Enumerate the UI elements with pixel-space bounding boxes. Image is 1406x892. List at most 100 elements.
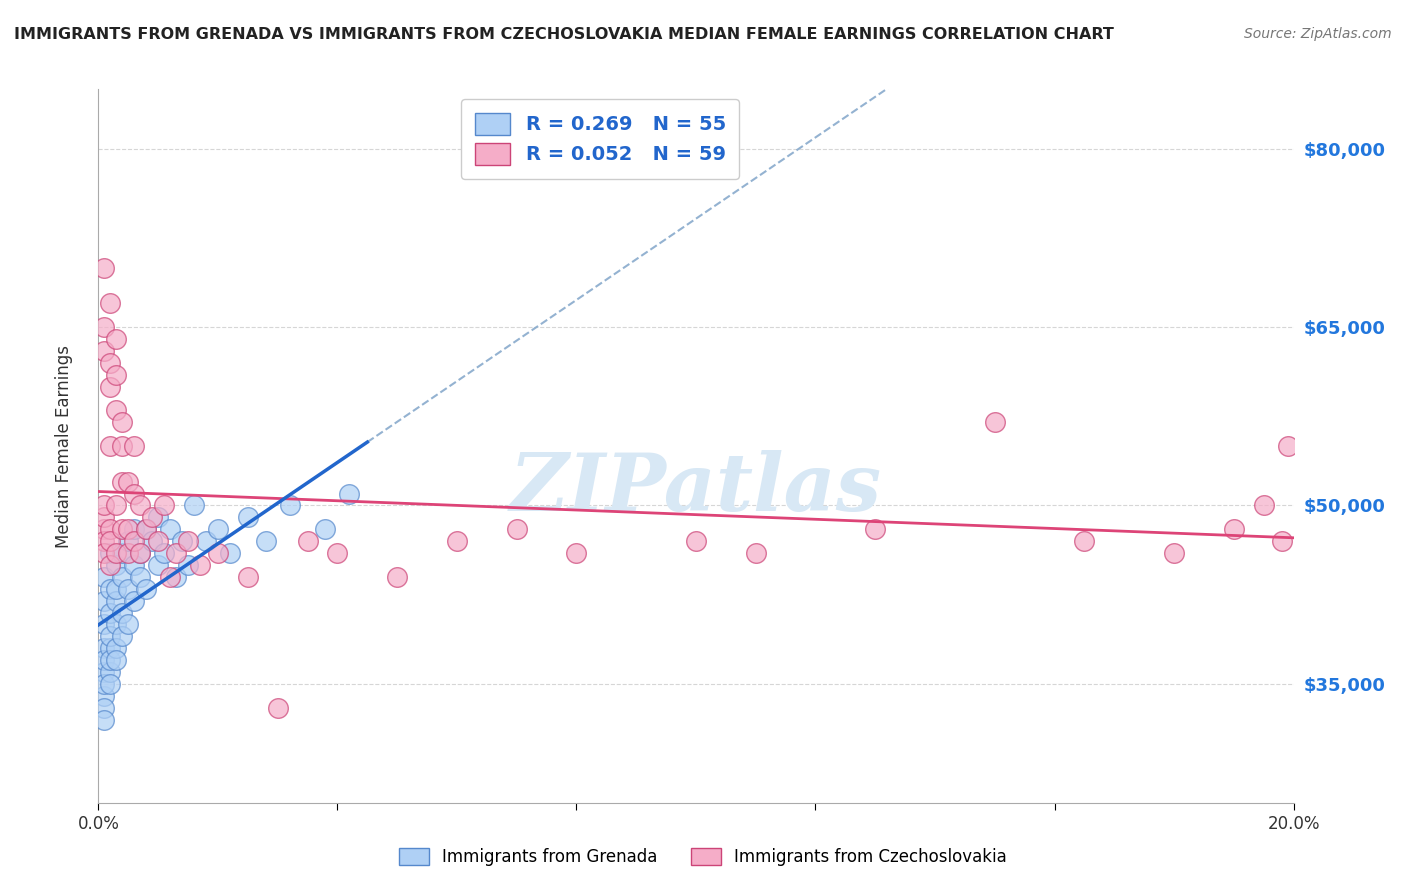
Point <box>278 499 301 513</box>
Point <box>1073 534 1095 549</box>
Point <box>98 641 122 656</box>
Point <box>165 570 187 584</box>
Point <box>98 677 122 691</box>
Point <box>93 510 115 524</box>
Point <box>93 617 115 632</box>
Point <box>506 522 529 536</box>
Point <box>236 570 259 584</box>
Point <box>93 700 115 714</box>
Point <box>98 582 122 596</box>
Point <box>385 570 409 584</box>
Point <box>339 486 361 500</box>
Point <box>105 368 128 382</box>
Point <box>111 522 134 536</box>
Point <box>315 522 337 536</box>
Point <box>117 582 139 596</box>
Point <box>117 522 139 536</box>
Point <box>117 617 139 632</box>
Point <box>124 558 146 572</box>
Point <box>1277 439 1299 453</box>
Point <box>105 403 128 417</box>
Legend: R = 0.269   N = 55, R = 0.052   N = 59: R = 0.269 N = 55, R = 0.052 N = 59 <box>461 99 740 178</box>
Point <box>93 522 115 536</box>
Point <box>98 629 122 643</box>
Point <box>111 415 134 429</box>
Point <box>93 546 115 560</box>
Point <box>129 499 152 513</box>
Point <box>124 593 146 607</box>
Point <box>105 593 128 607</box>
Point <box>207 546 229 560</box>
Point <box>98 379 122 393</box>
Point <box>98 665 122 679</box>
Point <box>219 546 242 560</box>
Point <box>188 558 211 572</box>
Point <box>111 475 134 489</box>
Point <box>745 546 768 560</box>
Point <box>93 570 115 584</box>
Point <box>267 700 290 714</box>
Point <box>105 546 128 560</box>
Point <box>159 570 181 584</box>
Text: ZIPatlas: ZIPatlas <box>510 450 882 527</box>
Point <box>177 534 200 549</box>
Point <box>1271 534 1294 549</box>
Point <box>98 558 122 572</box>
Point <box>135 522 157 536</box>
Point <box>93 713 115 727</box>
Point <box>254 534 277 549</box>
Point <box>98 296 122 310</box>
Point <box>148 558 170 572</box>
Point <box>124 439 146 453</box>
Point <box>105 617 128 632</box>
Point <box>117 534 139 549</box>
Point <box>105 582 128 596</box>
Point <box>105 332 128 346</box>
Y-axis label: Median Female Earnings: Median Female Earnings <box>55 344 73 548</box>
Legend: Immigrants from Grenada, Immigrants from Czechoslovakia: Immigrants from Grenada, Immigrants from… <box>391 840 1015 875</box>
Point <box>111 606 134 620</box>
Point <box>236 510 259 524</box>
Point <box>93 320 115 334</box>
Point <box>105 641 128 656</box>
Point <box>159 522 181 536</box>
Point <box>207 522 229 536</box>
Point <box>129 546 152 560</box>
Point <box>135 582 157 596</box>
Point <box>98 439 122 453</box>
Point <box>153 546 176 560</box>
Point <box>446 534 468 549</box>
Point <box>93 343 115 358</box>
Point <box>93 641 115 656</box>
Point <box>98 522 122 536</box>
Point <box>165 546 187 560</box>
Point <box>1163 546 1185 560</box>
Point <box>93 689 115 703</box>
Point <box>865 522 887 536</box>
Point <box>124 534 146 549</box>
Point <box>111 546 134 560</box>
Point <box>93 665 115 679</box>
Point <box>135 522 157 536</box>
Point <box>111 570 134 584</box>
Point <box>117 546 139 560</box>
Point <box>105 499 128 513</box>
Point <box>1253 499 1275 513</box>
Point <box>105 653 128 667</box>
Point <box>98 653 122 667</box>
Point <box>98 606 122 620</box>
Point <box>98 356 122 370</box>
Point <box>129 570 152 584</box>
Text: Source: ZipAtlas.com: Source: ZipAtlas.com <box>1244 27 1392 41</box>
Point <box>98 546 122 560</box>
Point <box>685 534 707 549</box>
Point <box>129 546 152 560</box>
Point <box>148 534 170 549</box>
Point <box>124 486 146 500</box>
Point <box>148 510 170 524</box>
Point <box>93 260 115 275</box>
Point <box>93 534 115 549</box>
Point <box>177 558 200 572</box>
Point <box>124 522 146 536</box>
Point <box>326 546 349 560</box>
